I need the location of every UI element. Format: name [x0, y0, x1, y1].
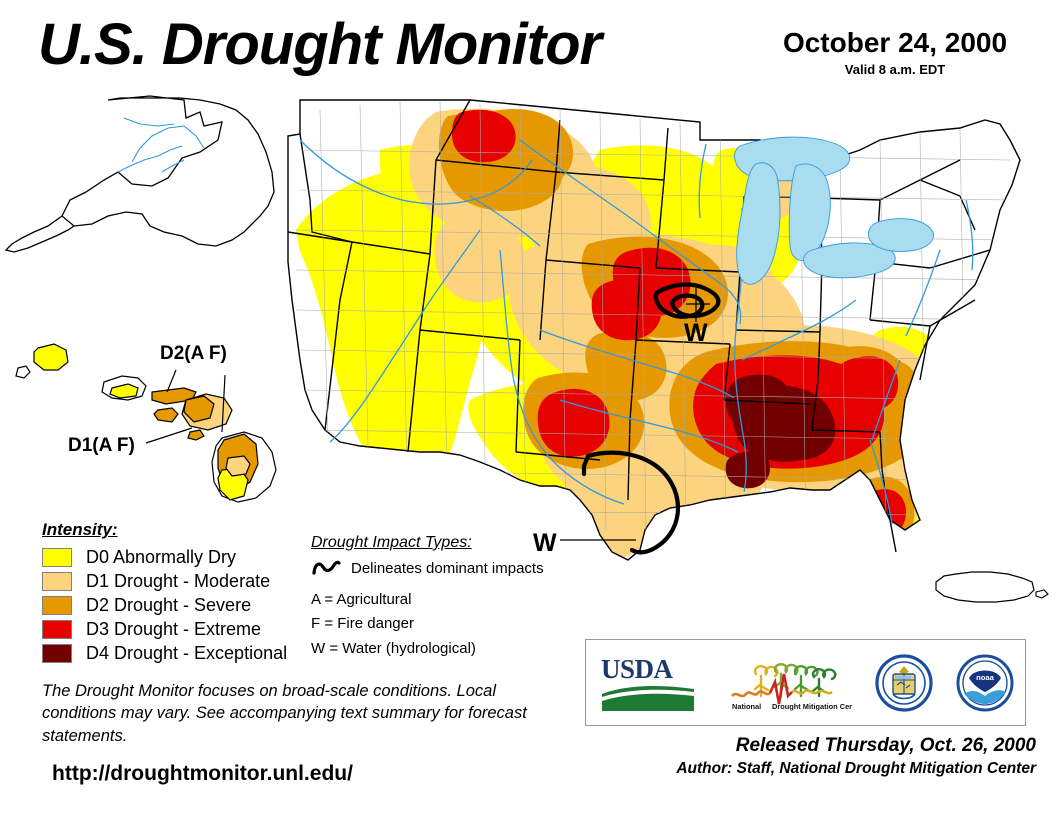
legend-label-d0: D0 Abnormally Dry [86, 547, 237, 567]
swatch-d2 [42, 596, 72, 615]
impact-leader-lines [560, 288, 710, 541]
author-credit: Author: Staff, National Drought Mitigati… [676, 760, 1036, 777]
disclaimer-text: The Drought Monitor focuses on broad-sca… [42, 682, 527, 745]
hawaii-d2af-label: D2(A F) [160, 343, 227, 364]
impact-delineates-label: Delineates dominant impacts [351, 559, 544, 577]
svg-text:Drought Mitigation Center: Drought Mitigation Center [772, 702, 852, 711]
impact-key-fire: F = Fire danger [311, 615, 414, 633]
hawaii-leader-lines [145, 369, 226, 444]
usda-seal-logo [875, 653, 933, 712]
svg-text:National: National [732, 702, 761, 711]
page-title: U.S. Drought Monitor [38, 12, 602, 77]
map-valid-time: Valid 8 a.m. EDT [844, 61, 946, 77]
alaska-inset [4, 95, 275, 253]
svg-text:USDA: USDA [601, 654, 674, 684]
hawaii-d1af-label: D1(A F) [68, 435, 135, 456]
great-lakes [734, 136, 934, 285]
hawaii-inset [15, 343, 277, 503]
legend-label-d3: D3 Drought - Extreme [86, 619, 262, 639]
w-marker-midwest: W [684, 319, 708, 347]
website-url-link[interactable]: http://droughtmonitor.unl.edu/ [52, 762, 353, 785]
legend-label-d1: D1 Drought - Moderate [86, 571, 271, 591]
svg-text:noaa: noaa [976, 673, 995, 682]
legend-label-d4: D4 Drought - Exceptional [86, 643, 288, 663]
intensity-legend-title: Intensity: [42, 520, 118, 539]
ndmc-logo: National Drought Mitigation Center [728, 652, 852, 714]
layer-d4 [725, 374, 836, 489]
impact-key-water: W = Water (hydrological) [311, 639, 476, 657]
legend-row-d0: D0 Abnormally Dry [42, 546, 287, 569]
usda-logo: USDA [597, 652, 705, 714]
impact-key-agricultural: A = Agricultural [311, 591, 412, 608]
legend-row-d1: D1 Drought - Moderate [42, 570, 287, 593]
squiggle-line-icon [312, 560, 341, 575]
logo-bar: USDA [585, 639, 1026, 726]
swatch-d3 [42, 620, 72, 639]
legend-row-d2: D2 Drought - Severe [42, 594, 287, 617]
legend-row-d4: D4 Drought - Exceptional [42, 642, 287, 665]
puerto-rico-inset [935, 571, 1049, 603]
legend-label-d2: D2 Drought - Severe [86, 595, 252, 615]
swatch-d4 [42, 644, 72, 663]
impact-delineation-outlines [581, 282, 721, 555]
impact-delineates-row: Delineates dominant impacts [311, 556, 544, 580]
release-block: Released Thursday, Oct. 26, 2000 Author:… [586, 735, 1036, 778]
release-date: Released Thursday, Oct. 26, 2000 [735, 735, 1036, 756]
w-marker-texas: W [533, 529, 557, 557]
county-boundaries [295, 101, 1011, 531]
noaa-logo: noaa [956, 654, 1014, 712]
intensity-legend: Intensity: D0 Abnormally Dry D1 Drought … [42, 520, 287, 666]
impact-legend: Drought Impact Types: Delineates dominan… [311, 534, 544, 661]
date-block: October 24, 2000 Valid 8 a.m. EDT [745, 27, 1045, 77]
legend-row-d3: D3 Drought - Extreme [42, 618, 287, 641]
map-date: October 24, 2000 [782, 27, 1008, 58]
impact-legend-title: Drought Impact Types: [311, 534, 472, 551]
swatch-d0 [42, 548, 72, 567]
rivers-layer [299, 139, 974, 525]
swatch-d1 [42, 572, 72, 591]
